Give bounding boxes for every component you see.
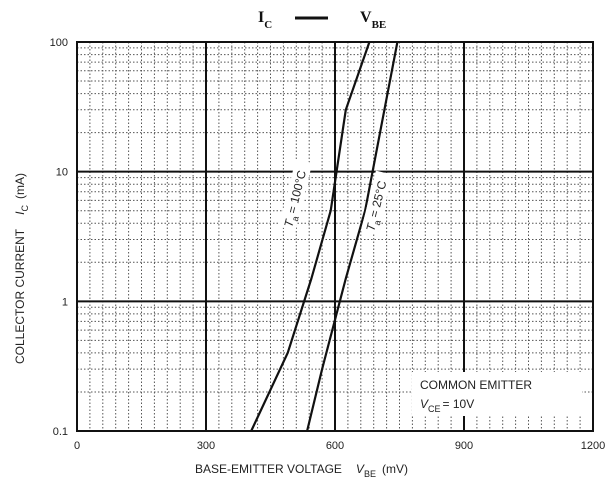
series-layer [250,41,399,432]
x-tick-label: 300 [197,440,215,452]
series-label-100c: Ta= 100°C [278,158,313,231]
annotation-common-emitter: COMMON EMITTER [420,378,532,392]
series-line-25c [306,41,399,432]
series-label-25c-bg [360,170,393,235]
series-label-25c-sub: a [372,219,383,226]
y-axis-label: COLLECTOR CURRENTIC(mA) [13,173,30,364]
x-axis-label: BASE-EMITTER VOLTAGE VBE (mV) [195,462,408,479]
x-tick-labels: 0 300 600 900 1200 [74,440,605,452]
y-tick-label: 10 [56,167,68,179]
series-label-100c-sub: a [290,215,301,222]
y-tick-label: 1 [62,296,68,308]
series-label-100c-bg [278,158,313,231]
title-left: IC [258,9,272,31]
y-tick-label: 100 [50,37,68,49]
x-tick-label: 600 [326,440,344,452]
title-right: VBE [360,9,386,31]
series-line-100c [250,41,371,432]
series-label-25c: Ta= 25°C [360,170,393,235]
x-tick-label: 0 [74,440,80,452]
y-tick-label: 0.1 [53,426,68,438]
x-tick-label: 1200 [581,440,605,452]
annotation-vce: VCE = 10V [420,397,474,414]
x-tick-label: 900 [455,440,473,452]
annotation-background [412,372,582,416]
plot-area-frame [76,41,594,432]
y-tick-labels: 0.1 1 10 100 [50,37,68,438]
